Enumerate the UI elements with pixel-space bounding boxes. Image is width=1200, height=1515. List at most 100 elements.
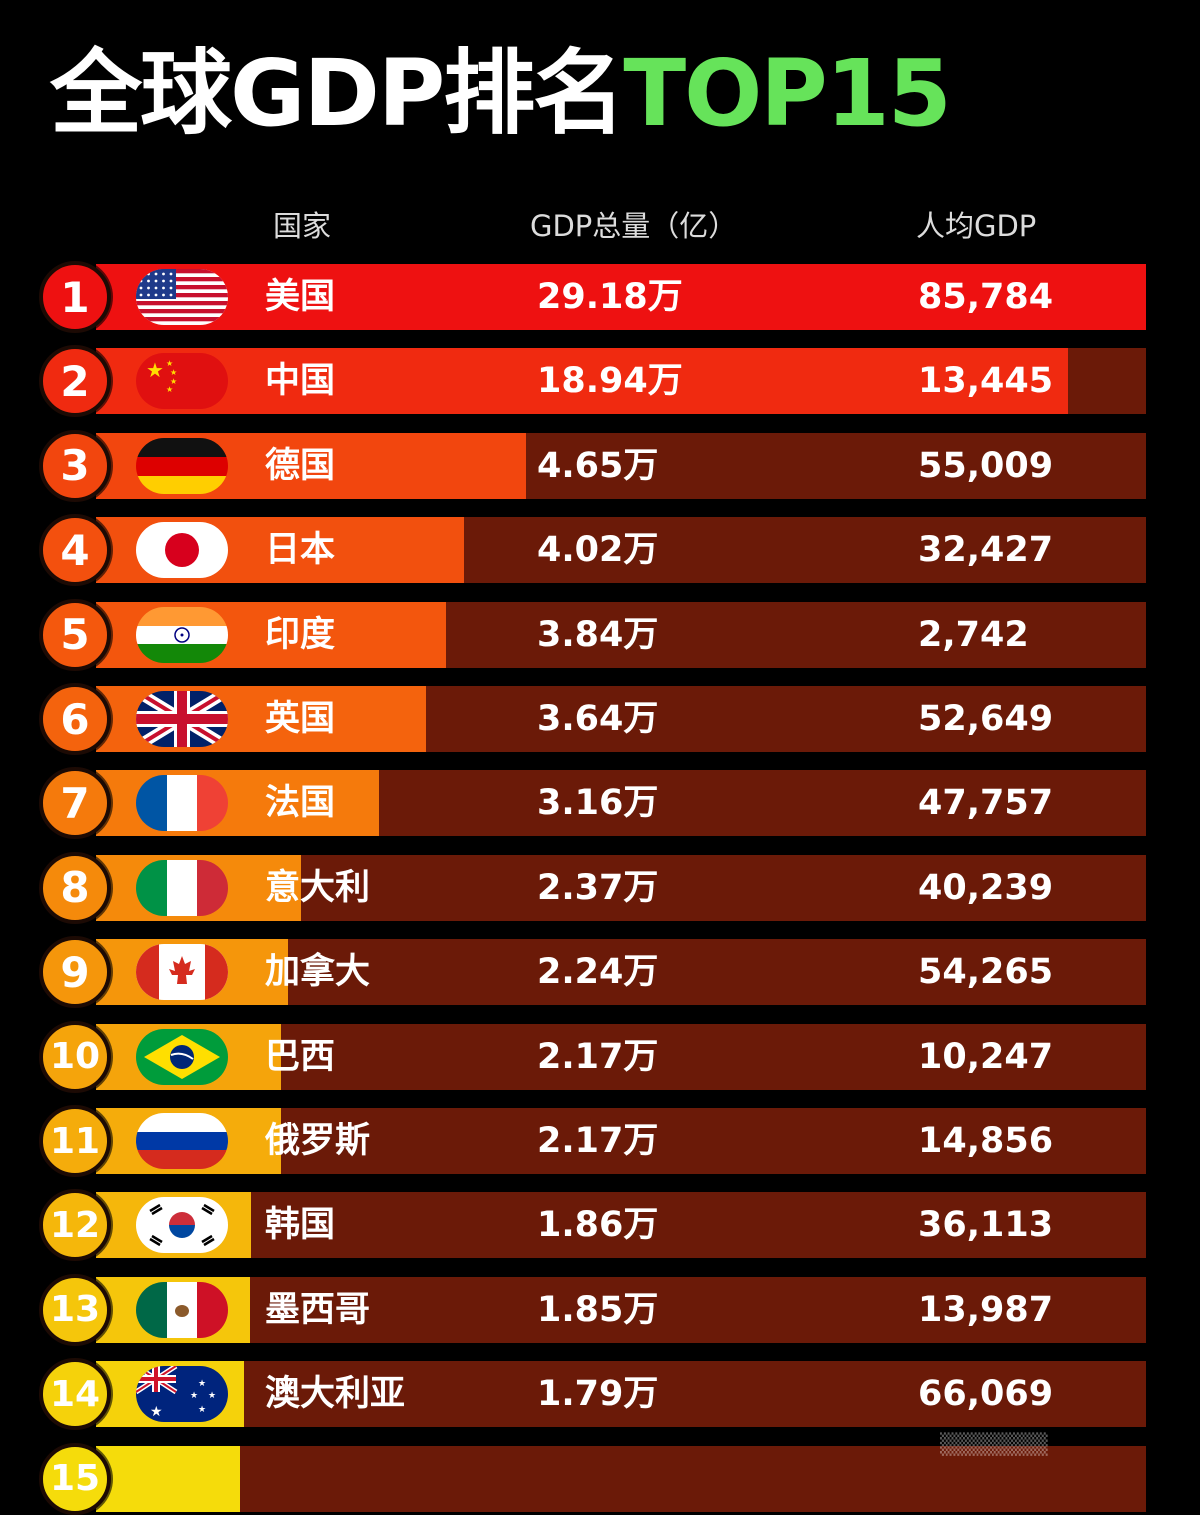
- svg-text:★: ★: [170, 368, 177, 377]
- title-highlight: TOP15: [623, 40, 951, 147]
- japan-flag-icon: [136, 522, 228, 579]
- germany-flag-icon: [136, 437, 228, 494]
- rank-badge: 15: [39, 1442, 111, 1515]
- uk-flag-icon: [136, 691, 228, 747]
- country-name: 法国: [265, 783, 336, 824]
- country-name: 美国: [265, 277, 336, 317]
- svg-text:★: ★: [166, 385, 173, 394]
- italy-flag-icon: [136, 859, 228, 916]
- per-capita-label: 36,113: [918, 1205, 1054, 1246]
- watermark: ▒▒▒▒▒▒▒: [940, 1432, 1048, 1456]
- rank-badge: 12: [39, 1189, 111, 1262]
- rank-badge: 5: [39, 598, 111, 671]
- country-name: 德国: [265, 445, 336, 486]
- rank-badge: 13: [39, 1273, 111, 1346]
- per-capita-label: 52,649: [918, 699, 1054, 739]
- country-name: 韩国: [265, 1205, 336, 1246]
- rank-badge: 14: [39, 1358, 111, 1431]
- country-name: 澳大利亚: [265, 1374, 406, 1415]
- china-flag-icon: ★ ★ ★ ★ ★: [136, 353, 228, 410]
- table-row: 11 俄罗斯 2.17万 14,856: [0, 1105, 1200, 1177]
- svg-text:★: ★: [146, 358, 164, 382]
- per-capita-label: 55,009: [918, 445, 1054, 486]
- title-main: 全球GDP排名: [50, 40, 625, 147]
- svg-text:★: ★: [198, 1405, 206, 1415]
- india-flag-icon: [136, 606, 228, 663]
- per-capita-label: 13,987: [918, 1289, 1054, 1330]
- per-capita-label: 2,742: [918, 614, 1029, 655]
- gdp-label: 1.79万: [537, 1374, 659, 1415]
- table-row: 14 ★ ★ ★ ★ ★ 澳大利亚 1.79万 66,069: [0, 1358, 1200, 1431]
- table-row: 6 英国 3.64万 52,649: [0, 683, 1200, 755]
- rank-badge: 11: [39, 1105, 111, 1177]
- ranking-chart: 1 美国 29.18万 85,784 2 ★ ★ ★ ★ ★ 中国 18.94万 13,445 3 德国 4.…: [0, 261, 1200, 1515]
- country-name: 俄罗斯: [265, 1121, 371, 1161]
- svg-text:★: ★: [170, 377, 177, 386]
- header-gdp: GDP总量（亿）: [530, 209, 738, 243]
- usa-flag-icon: [136, 269, 228, 325]
- gdp-bar: [96, 348, 1068, 415]
- country-name: 印度: [265, 614, 336, 655]
- svg-text:★: ★: [198, 1379, 206, 1389]
- country-name: 日本: [265, 530, 336, 571]
- gdp-label: 2.17万: [537, 1121, 659, 1161]
- country-name: 英国: [265, 699, 336, 739]
- gdp-label: 29.18万: [537, 277, 683, 317]
- svg-text:★: ★: [208, 1391, 216, 1401]
- table-row: 9 加拿大 2.24万 54,265: [0, 936, 1200, 1009]
- per-capita-label: 85,784: [918, 277, 1054, 317]
- table-row: 4 日本 4.02万 32,427: [0, 514, 1200, 587]
- table-row: 12 韩国 1.86万 36,113: [0, 1189, 1200, 1262]
- country-name: 中国: [265, 361, 336, 402]
- gdp-label: 4.65万: [537, 445, 659, 486]
- table-row: 10 巴西 2.17万 10,247: [0, 1020, 1200, 1093]
- per-capita-label: 54,265: [918, 952, 1054, 993]
- per-capita-label: 32,427: [918, 530, 1054, 571]
- rank-badge: 6: [39, 683, 111, 755]
- gdp-bar: [96, 264, 1146, 330]
- per-capita-label: 47,757: [918, 783, 1054, 824]
- gdp-bar: [96, 1445, 240, 1512]
- header-per-capita: 人均GDP: [916, 209, 1037, 243]
- country-name: 巴西: [265, 1036, 336, 1077]
- russia-flag-icon: [136, 1113, 228, 1169]
- per-capita-label: 40,239: [918, 867, 1054, 908]
- per-capita-label: 10,247: [918, 1036, 1054, 1077]
- gdp-label: 2.37万: [537, 867, 659, 908]
- country-name: 意大利: [265, 867, 371, 908]
- gdp-label: 18.94万: [537, 361, 683, 402]
- rank-badge: 3: [39, 429, 111, 502]
- brazil-flag-icon: [136, 1028, 228, 1085]
- table-row: 5 印度 3.84万 2,742: [0, 598, 1200, 671]
- gdp-label: 3.84万: [537, 614, 659, 655]
- rank-badge: 8: [39, 851, 111, 924]
- gdp-label: 3.64万: [537, 699, 659, 739]
- svg-text:★: ★: [166, 359, 173, 368]
- table-row: 2 ★ ★ ★ ★ ★ 中国 18.94万 13,445: [0, 345, 1200, 418]
- page-title: 全球GDP排名TOP15: [50, 48, 952, 140]
- svg-text:★: ★: [190, 1391, 198, 1401]
- mexico-flag-icon: [136, 1281, 228, 1338]
- table-row: 8 意大利 2.37万 40,239: [0, 851, 1200, 924]
- gdp-label: 1.85万: [537, 1289, 659, 1330]
- france-flag-icon: [136, 775, 228, 832]
- rank-badge: 10: [39, 1020, 111, 1093]
- per-capita-label: 66,069: [918, 1374, 1054, 1415]
- svg-text:★: ★: [150, 1404, 163, 1420]
- rank-badge: 1: [39, 261, 111, 333]
- gdp-label: 3.16万: [537, 783, 659, 824]
- country-name: 墨西哥: [265, 1289, 371, 1330]
- country-name: 加拿大: [265, 952, 371, 993]
- rank-badge: 4: [39, 514, 111, 587]
- per-capita-label: 13,445: [918, 361, 1054, 402]
- korea-flag-icon: [136, 1197, 228, 1254]
- gdp-label: 2.17万: [537, 1036, 659, 1077]
- gdp-label: 2.24万: [537, 952, 659, 993]
- header-country: 国家: [273, 209, 332, 243]
- table-row: 3 德国 4.65万 55,009: [0, 429, 1200, 502]
- bar-track: [96, 1361, 1146, 1428]
- per-capita-label: 14,856: [918, 1121, 1054, 1161]
- table-row: 7 法国 3.16万 47,757: [0, 767, 1200, 840]
- gdp-label: 1.86万: [537, 1205, 659, 1246]
- bar-track: [96, 1192, 1146, 1259]
